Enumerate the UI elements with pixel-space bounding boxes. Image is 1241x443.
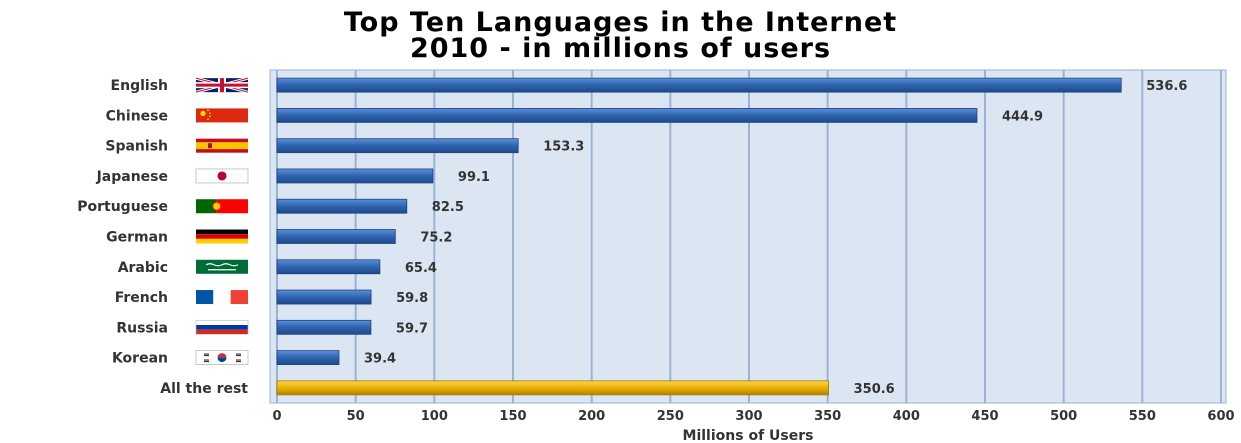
y-tick-label: Spanish xyxy=(105,139,168,155)
bar xyxy=(276,77,1122,93)
data-label: 350.6 xyxy=(854,382,895,397)
y-tick-label: Arabic xyxy=(118,260,168,276)
japan-flag-icon xyxy=(195,168,249,184)
x-tick-label: 450 xyxy=(971,409,998,424)
bar xyxy=(276,350,340,365)
south-korea-flag-icon xyxy=(195,350,249,365)
france-flag-icon xyxy=(196,290,248,305)
data-label: 536.6 xyxy=(1146,79,1187,94)
y-tick-label: Portuguese xyxy=(77,199,168,215)
spain-flag-icon xyxy=(196,138,248,153)
y-tick-label: Korean xyxy=(112,351,168,367)
x-tick-label: 0 xyxy=(272,409,281,424)
x-tick-label: 600 xyxy=(1207,409,1234,424)
bar xyxy=(276,198,408,214)
saudi-arabia-flag-icon xyxy=(196,259,248,274)
portugal-flag-icon xyxy=(196,199,248,214)
data-label: 75.2 xyxy=(420,231,452,246)
bar xyxy=(276,108,978,123)
data-label: 59.7 xyxy=(396,321,428,336)
x-tick-label: 350 xyxy=(814,409,841,424)
x-tick-label: 500 xyxy=(1050,409,1077,424)
y-tick-label: German xyxy=(106,230,168,246)
china-flag-icon xyxy=(196,108,248,123)
x-tick-label: 250 xyxy=(657,409,684,424)
x-tick-label: 400 xyxy=(893,409,920,424)
y-tick-label: Chinese xyxy=(106,108,168,124)
data-label: 153.3 xyxy=(543,140,584,155)
y-tick-label: All the rest xyxy=(160,381,248,397)
x-tick-label: 300 xyxy=(735,409,762,424)
x-axis-label: Millions of Users xyxy=(683,428,814,443)
bar xyxy=(276,259,381,275)
data-label: 82.5 xyxy=(432,200,464,215)
bar xyxy=(276,319,372,335)
uk-flag-icon xyxy=(195,76,249,94)
chart-subtitle: 2010 - in millions of users xyxy=(409,33,832,64)
x-tick-label: 550 xyxy=(1129,409,1156,424)
bar xyxy=(276,229,396,244)
bar xyxy=(276,168,434,184)
data-label: 39.4 xyxy=(364,352,396,367)
data-label: 444.9 xyxy=(1002,109,1043,124)
bar xyxy=(276,289,372,305)
data-label: 65.4 xyxy=(405,261,437,276)
x-tick-label: 150 xyxy=(499,409,526,424)
russia-flag-icon xyxy=(195,320,249,335)
y-tick-label: Russia xyxy=(116,320,168,336)
x-tick-label: 100 xyxy=(421,409,448,424)
x-tick-label: 200 xyxy=(578,409,605,424)
germany-flag-icon xyxy=(196,229,248,244)
data-label: 99.1 xyxy=(458,170,490,185)
y-tick-label: French xyxy=(115,290,168,306)
chart-title: Top Ten Languages in the Internet xyxy=(343,7,898,38)
bar xyxy=(276,138,519,154)
y-tick-label: Japanese xyxy=(96,169,168,185)
data-label: 59.8 xyxy=(396,291,428,306)
y-tick-label: English xyxy=(111,78,168,94)
bar xyxy=(276,380,830,396)
x-tick-label: 50 xyxy=(347,409,365,424)
